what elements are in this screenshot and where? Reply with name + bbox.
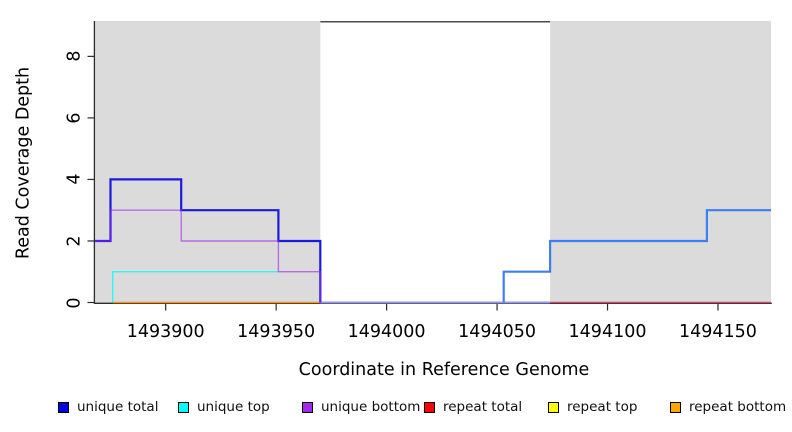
legend-entry: unique top bbox=[178, 400, 270, 415]
legend-entry: unique total bbox=[58, 400, 158, 415]
legend-swatch-icon bbox=[178, 402, 189, 413]
legend-swatch-icon bbox=[548, 402, 559, 413]
legend-swatch-icon bbox=[670, 402, 681, 413]
x-tick-label: 1494150 bbox=[678, 322, 757, 342]
legend-label: unique bottom bbox=[321, 398, 421, 415]
x-tick-label: 1493900 bbox=[126, 322, 205, 342]
legend-label: unique top bbox=[197, 398, 270, 415]
series-line-unique-top-left bbox=[111, 271, 279, 303]
legend-entry: repeat top bbox=[548, 400, 637, 415]
legend-swatch-icon bbox=[58, 402, 69, 413]
legend-entry: unique bottom bbox=[302, 400, 420, 415]
y-tick-label: 4 bbox=[64, 173, 85, 186]
legend-swatch-icon bbox=[424, 402, 435, 413]
x-tick-label: 1494050 bbox=[458, 322, 537, 342]
legend-label: repeat top bbox=[567, 398, 638, 415]
repeat-region-left bbox=[95, 21, 321, 304]
legend-entry: repeat bottom bbox=[670, 400, 786, 415]
y-tick-label: 2 bbox=[64, 235, 85, 247]
x-tick-label: 1494000 bbox=[347, 322, 426, 342]
legend-label: repeat total bbox=[443, 398, 523, 415]
series-line-unique-total-right bbox=[502, 209, 771, 303]
y-tick-label: 6 bbox=[64, 112, 85, 124]
x-axis-label: Coordinate in Reference Genome bbox=[298, 360, 590, 380]
y-tick-label: 8 bbox=[64, 50, 85, 62]
legend-entry: repeat total bbox=[424, 400, 522, 415]
repeat-region-right bbox=[550, 21, 771, 304]
series-line-unique-bottom-left bbox=[95, 209, 321, 303]
x-tick-label: 1494100 bbox=[568, 322, 647, 342]
legend-label: unique total bbox=[77, 398, 159, 415]
y-axis-label: Read Coverage Depth bbox=[13, 66, 34, 260]
legend-swatch-icon bbox=[302, 402, 313, 413]
x-tick-label: 1493950 bbox=[237, 322, 316, 342]
y-tick-label: 0 bbox=[64, 296, 85, 309]
legend-label: repeat bottom bbox=[689, 398, 787, 415]
